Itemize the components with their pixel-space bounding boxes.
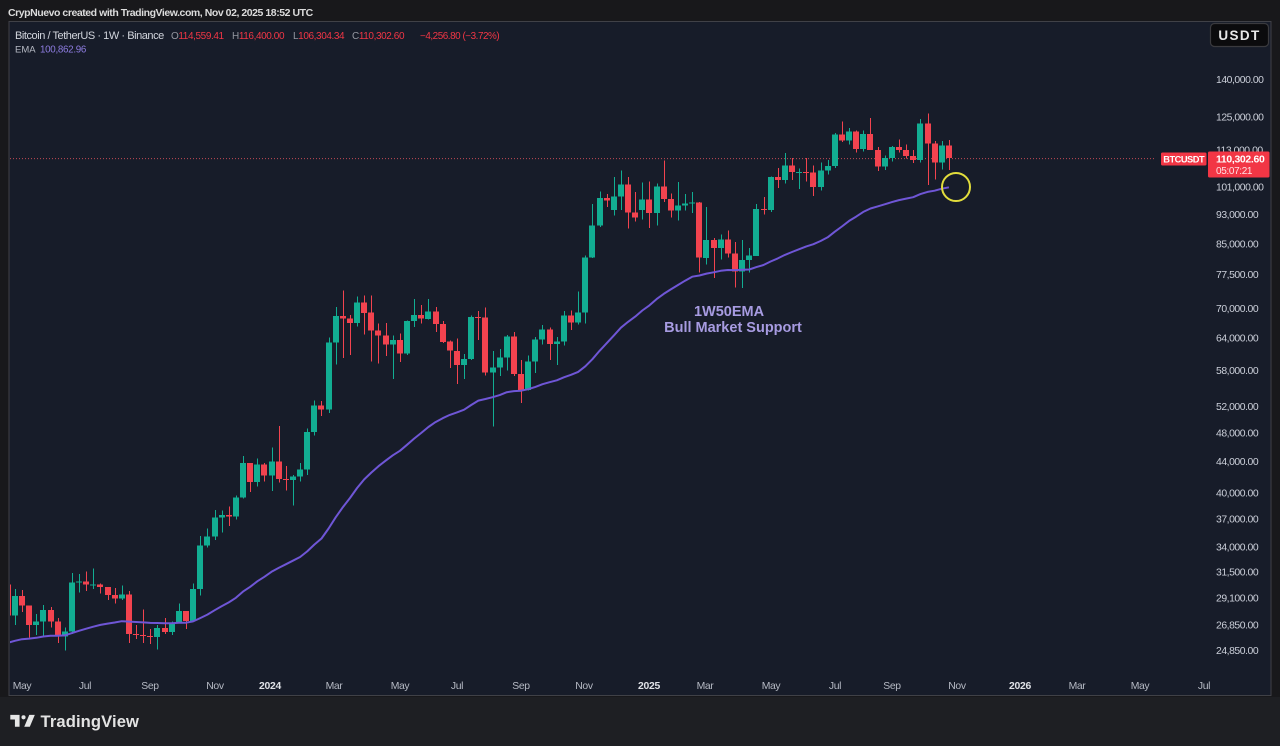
svg-text:52,000.00: 52,000.00 [1216, 402, 1259, 413]
svg-text:101,000.00: 101,000.00 [1216, 183, 1264, 194]
svg-text:44,000.00: 44,000.00 [1216, 457, 1259, 468]
svg-text:Mar: Mar [326, 681, 344, 692]
svg-text:40,000.00: 40,000.00 [1216, 489, 1259, 500]
svg-text:Nov: Nov [948, 681, 967, 692]
svg-text:64,000.00: 64,000.00 [1216, 333, 1259, 344]
svg-text:29,100.00: 29,100.00 [1216, 594, 1259, 605]
svg-text:O114,559.41: O114,559.41 [171, 31, 225, 42]
svg-text:May: May [1131, 681, 1151, 692]
svg-text:31,500.00: 31,500.00 [1216, 568, 1259, 579]
svg-text:H116,400.00: H116,400.00 [232, 31, 285, 42]
svg-text:24,850.00: 24,850.00 [1216, 646, 1259, 657]
svg-text:Jul: Jul [1198, 681, 1210, 692]
svg-text:113,000.00: 113,000.00 [1216, 146, 1263, 157]
svg-text:93,000.00: 93,000.00 [1216, 210, 1259, 221]
svg-text:Sep: Sep [141, 681, 159, 692]
svg-text:37,000.00: 37,000.00 [1216, 514, 1259, 525]
svg-text:May: May [762, 681, 782, 692]
svg-text:2025: 2025 [638, 681, 660, 692]
svg-text:Sep: Sep [512, 681, 530, 692]
svg-text:1W50EMA: 1W50EMA [694, 304, 765, 320]
svg-text:Nov: Nov [206, 681, 225, 692]
svg-text:Sep: Sep [883, 681, 901, 692]
svg-text:L106,304.34: L106,304.34 [293, 31, 345, 42]
svg-text:C110,302.60: C110,302.60 [352, 31, 405, 42]
svg-text:USDT: USDT [1218, 28, 1260, 43]
svg-text:CrypNuevo created with Trading: CrypNuevo created with TradingView.com, … [8, 7, 314, 19]
svg-text:−4,256.80 (−3.72%): −4,256.80 (−3.72%) [420, 31, 499, 42]
svg-text:Jul: Jul [79, 681, 91, 692]
svg-text:58,000.00: 58,000.00 [1216, 366, 1259, 377]
svg-text:BTCUSDT: BTCUSDT [1163, 154, 1205, 164]
svg-text:100,862.96: 100,862.96 [40, 45, 87, 56]
svg-text:48,000.00: 48,000.00 [1216, 428, 1259, 439]
svg-text:34,000.00: 34,000.00 [1216, 542, 1259, 553]
svg-text:26,850.00: 26,850.00 [1216, 620, 1259, 631]
svg-text:Jul: Jul [829, 681, 841, 692]
svg-text:Jul: Jul [451, 681, 463, 692]
svg-text:70,000.00: 70,000.00 [1216, 304, 1259, 315]
svg-text:77,500.00: 77,500.00 [1216, 270, 1259, 281]
svg-text:EMA: EMA [15, 45, 36, 56]
svg-text:Nov: Nov [575, 681, 594, 692]
svg-text:Bull Market Support: Bull Market Support [664, 320, 802, 336]
svg-text:May: May [13, 681, 33, 692]
svg-text:05:07:21: 05:07:21 [1216, 166, 1253, 177]
svg-text:2026: 2026 [1009, 681, 1031, 692]
svg-text:TradingView: TradingView [41, 712, 140, 731]
svg-text:140,000.00: 140,000.00 [1216, 75, 1264, 86]
svg-text:Bitcoin / TetherUS · 1W · Bina: Bitcoin / TetherUS · 1W · Binance [15, 30, 164, 42]
svg-text:85,000.00: 85,000.00 [1216, 240, 1259, 251]
svg-text:Mar: Mar [1069, 681, 1087, 692]
svg-text:May: May [391, 681, 411, 692]
svg-text:125,000.00: 125,000.00 [1216, 112, 1264, 123]
svg-text:110,302.60: 110,302.60 [1216, 155, 1265, 166]
svg-text:2024: 2024 [259, 681, 281, 692]
svg-text:Mar: Mar [697, 681, 715, 692]
